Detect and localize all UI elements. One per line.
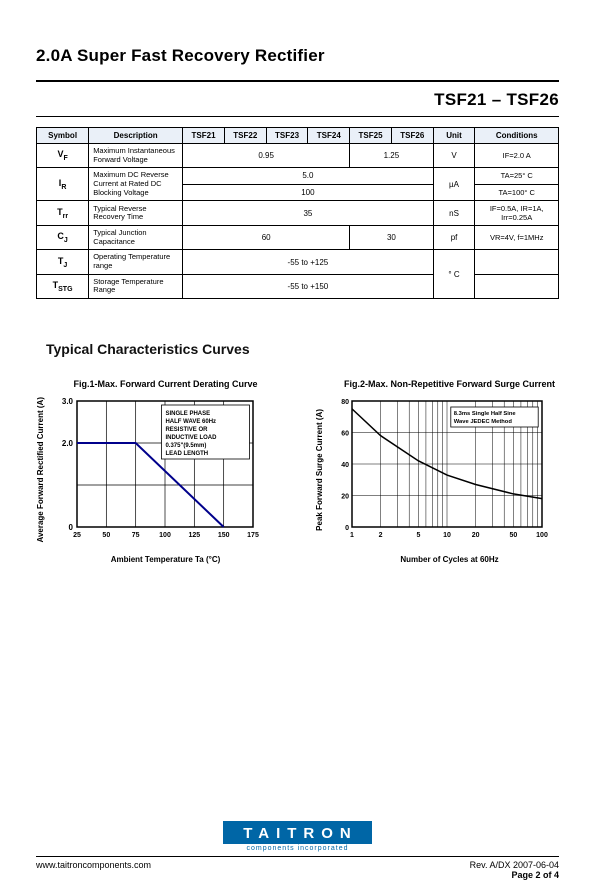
svg-text:60: 60 [341, 430, 349, 437]
col-header: TSF22 [224, 128, 266, 144]
svg-text:50: 50 [102, 532, 110, 539]
svg-text:75: 75 [132, 532, 140, 539]
col-header: Description [89, 128, 183, 144]
svg-text:20: 20 [341, 493, 349, 500]
rule-sub [36, 116, 559, 117]
svg-text:100: 100 [159, 532, 171, 539]
svg-text:175: 175 [247, 532, 259, 539]
svg-text:0.375"(9.5mm): 0.375"(9.5mm) [165, 443, 206, 449]
chart1-svg: 25 50 75 100 125 150 175 0 2.0 3.0 SINGLE PHASE HAL… [49, 395, 259, 545]
footer-url: www.taitroncomponents.com [36, 860, 151, 880]
svg-text:2: 2 [379, 532, 383, 539]
svg-text:3.0: 3.0 [62, 397, 74, 406]
chart2-title: Fig.2-Max. Non-Repetitive Forward Surge … [315, 379, 584, 389]
table-row: TSTGStorage Temperature Range-55 to +150 [37, 274, 559, 298]
svg-text:SINGLE PHASE: SINGLE PHASE [165, 411, 210, 417]
rule-top [36, 80, 559, 82]
svg-text:1: 1 [350, 532, 354, 539]
svg-text:0: 0 [69, 523, 74, 532]
svg-text:RESISTIVE OR: RESISTIVE OR [165, 427, 208, 433]
chart1-xlabel: Ambient Temperature Ta (°C) [36, 555, 295, 564]
chart2-ylabel: Peak Forward Surge Current (A) [315, 409, 324, 531]
svg-text:INDUCTIVE LOAD: INDUCTIVE LOAD [165, 435, 217, 441]
footer-page: Page 2 of 4 [470, 870, 559, 880]
col-header: Conditions [475, 128, 559, 144]
spec-table: SymbolDescriptionTSF21TSF22TSF23TSF24TSF… [36, 127, 559, 299]
page-title: 2.0A Super Fast Recovery Rectifier [36, 46, 559, 66]
chart-2: Fig.2-Max. Non-Repetitive Forward Surge … [315, 379, 584, 564]
col-header: TSF21 [183, 128, 225, 144]
svg-text:Wave JEDEC Method: Wave JEDEC Method [454, 419, 513, 425]
svg-text:8.3ms Single Half Sine: 8.3ms Single Half Sine [454, 411, 517, 417]
chart-1: Fig.1-Max. Forward Current Derating Curv… [36, 379, 295, 564]
chart2-svg: 1 2 5 10 20 50 100 0 20 40 60 80 8.3ms Single Half S… [328, 395, 548, 545]
col-header: TSF24 [308, 128, 350, 144]
col-header: TSF26 [391, 128, 433, 144]
svg-text:2.0: 2.0 [62, 439, 74, 448]
svg-text:HALF WAVE 60Hz: HALF WAVE 60Hz [165, 419, 216, 425]
footer-rule [36, 856, 559, 857]
col-header: TSF23 [266, 128, 308, 144]
table-row: TJOperating Temperature range-55 to +125… [37, 250, 559, 274]
table-row: VFMaximum Instantaneous Forward Voltage0… [37, 144, 559, 168]
svg-text:150: 150 [218, 532, 230, 539]
svg-text:5: 5 [416, 532, 420, 539]
chart1-ylabel: Average Forward Rectified Current (A) [36, 397, 45, 543]
table-row: TrrTypical Reverse Recovery Time35nSIF=0… [37, 201, 559, 226]
part-range: TSF21 – TSF26 [36, 90, 559, 110]
chart2-xlabel: Number of Cycles at 60Hz [315, 555, 584, 564]
col-header: Symbol [37, 128, 89, 144]
svg-text:100: 100 [536, 532, 548, 539]
chart1-title: Fig.1-Max. Forward Current Derating Curv… [36, 379, 295, 389]
footer-rev: Rev. A/DX 2007-06-04 [470, 860, 559, 870]
table-row: IRMaximum DC Reverse Current at Rated DC… [37, 168, 559, 184]
svg-text:40: 40 [341, 462, 349, 469]
col-header: TSF25 [350, 128, 392, 144]
svg-text:0: 0 [345, 525, 349, 532]
logo: TAITRON [223, 821, 372, 844]
svg-text:80: 80 [341, 399, 349, 406]
svg-text:LEAD LENGTH: LEAD LENGTH [165, 451, 208, 457]
table-row: CJTypical Junction Capacitance6030pfVR=4… [37, 226, 559, 250]
logo-sub: components incorporated [36, 845, 559, 852]
svg-text:10: 10 [443, 532, 451, 539]
svg-text:50: 50 [510, 532, 518, 539]
svg-text:20: 20 [472, 532, 480, 539]
footer: TAITRON components incorporated www.tait… [36, 815, 559, 880]
col-header: Unit [433, 128, 475, 144]
curves-heading: Typical Characteristics Curves [46, 341, 559, 357]
svg-text:125: 125 [188, 532, 200, 539]
svg-text:25: 25 [73, 532, 81, 539]
